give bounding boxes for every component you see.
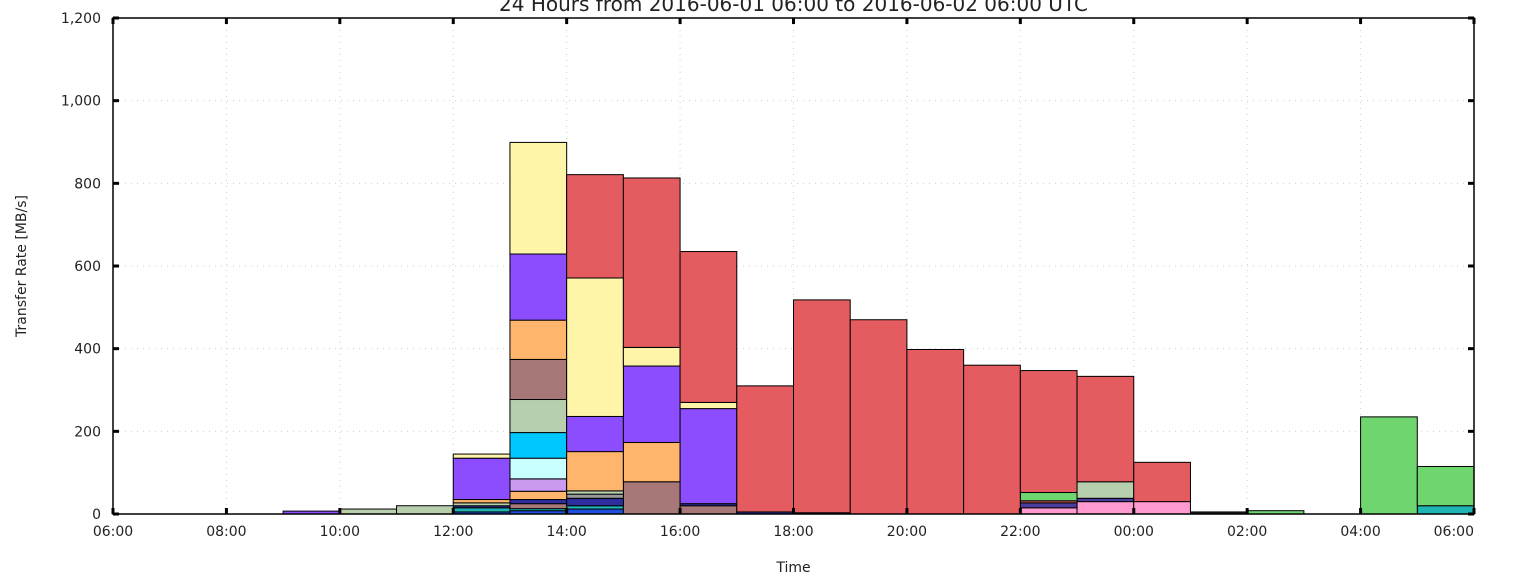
bar-segment [679, 505, 738, 515]
chart-title: 24 Hours from 2016-06-01 06:00 to 2016-0… [499, 0, 1088, 16]
x-tick-label: 14:00 [546, 524, 586, 540]
bar-segment [509, 457, 568, 480]
bar-segment [1019, 492, 1078, 502]
bar-segment [1416, 505, 1475, 515]
bar-segment [1133, 501, 1191, 515]
y-axis-label: Transfer Rate [MB/s] [14, 195, 30, 338]
bars [282, 141, 1475, 515]
bar-segment [679, 401, 738, 410]
bar-segment [566, 174, 624, 279]
bar-segment [679, 251, 738, 403]
bar-segment [1019, 502, 1078, 509]
x-tick-label: 02:00 [1227, 524, 1267, 540]
bar-segment [622, 441, 681, 483]
grid [113, 18, 1474, 514]
bar-segment [396, 505, 454, 515]
bar-segment [622, 365, 681, 443]
x-tick-label: 22:00 [1000, 524, 1040, 540]
y-tick-label: 800 [74, 176, 101, 192]
ticks: 0 200 400 600 800 1,000 1,200 06:00 08:00 10:00 12… [61, 11, 1476, 540]
bar-segment [509, 358, 568, 401]
x-tick-label: 00:00 [1114, 524, 1154, 540]
bar-segment [509, 319, 568, 360]
y-tick-label: 600 [74, 259, 101, 275]
bar-segment [736, 385, 795, 513]
x-tick-label: 16:00 [660, 524, 700, 540]
bar-segment [793, 299, 851, 514]
bar-segment [509, 478, 568, 492]
x-tick-label: 12:00 [433, 524, 473, 540]
bar-segment [1076, 501, 1135, 515]
bar-segment [509, 141, 568, 255]
bar-segment [1076, 375, 1135, 483]
bar-segment [1076, 481, 1135, 499]
bar-segment [566, 415, 624, 453]
bar-segment [509, 399, 568, 434]
bar-segment [1019, 370, 1078, 494]
bar-segment [452, 457, 511, 501]
y-tick-label: 200 [74, 424, 101, 440]
x-tick-label: 08:00 [206, 524, 246, 540]
bar-segment [566, 493, 624, 499]
x-axis-label: Time [775, 560, 810, 576]
bar-segment [509, 499, 568, 505]
bar-segment [509, 503, 568, 510]
bar-segment [1416, 465, 1475, 507]
bar-segment [963, 364, 1021, 515]
x-tick-label: 18:00 [773, 524, 813, 540]
bar-segment [906, 348, 965, 515]
y-tick-label: 0 [92, 507, 101, 523]
bar-segment [566, 497, 624, 507]
bar-segment [1019, 507, 1078, 515]
bar-segment [1360, 416, 1418, 515]
bar-segment [622, 346, 681, 367]
bar-segment [849, 319, 908, 515]
y-tick-label: 1,000 [61, 94, 101, 110]
x-tick-label: 06:00 [1434, 524, 1474, 540]
bar-segment [679, 408, 738, 505]
bar-segment [509, 490, 568, 501]
bar-segment [509, 432, 568, 459]
x-tick-label: 10:00 [320, 524, 360, 540]
bar-segment [566, 277, 624, 417]
y-tick-label: 400 [74, 342, 101, 358]
bar-segment [566, 451, 624, 492]
bar-segment [452, 507, 511, 513]
bar-segment [452, 453, 511, 459]
bar-segment [622, 481, 681, 515]
y-tick-label: 1,200 [61, 11, 101, 27]
bar-segment [1133, 461, 1191, 503]
x-tick-label: 04:00 [1340, 524, 1380, 540]
bar-segment [622, 177, 681, 348]
x-tick-label: 06:00 [93, 524, 133, 540]
bar-segment [509, 253, 568, 321]
x-tick-label: 20:00 [887, 524, 927, 540]
